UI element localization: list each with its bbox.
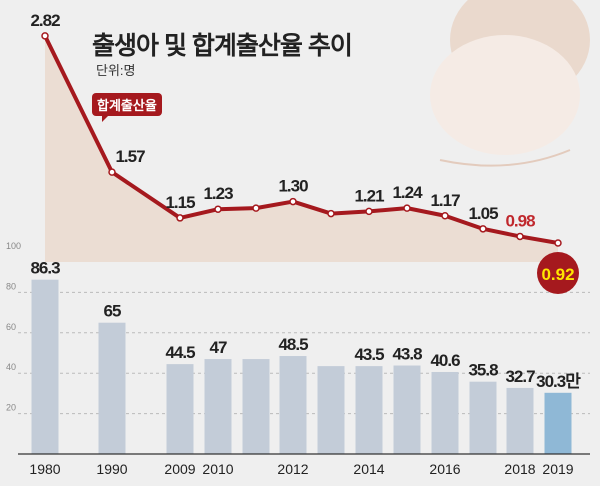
line-point xyxy=(108,168,116,176)
y-tick-label: 20 xyxy=(6,403,16,413)
x-tick-label: 1980 xyxy=(29,461,60,477)
bar-value-label: 43.5 xyxy=(354,345,384,364)
line-point xyxy=(214,205,222,213)
x-tick-label: 2010 xyxy=(202,461,233,477)
bar xyxy=(166,364,194,454)
line-point xyxy=(327,209,335,218)
line-value-label: 1.23 xyxy=(203,184,233,203)
bar xyxy=(279,356,307,454)
bar-value-label: 43.8 xyxy=(392,345,422,364)
x-tick-label: 2009 xyxy=(164,461,195,477)
bar xyxy=(204,359,232,454)
line-point xyxy=(252,204,260,212)
bar-value-label: 48.5 xyxy=(278,335,308,354)
bar-value-label: 32.7 xyxy=(505,367,535,386)
line-value-label: 1.05 xyxy=(468,204,498,223)
bar xyxy=(31,279,59,454)
line-value-label: 1.30 xyxy=(278,177,308,196)
bar xyxy=(317,366,345,454)
y-tick-label: 100 xyxy=(6,241,21,251)
bar-value-label: 65 xyxy=(104,302,121,321)
line-value-label: 1.57 xyxy=(115,147,145,166)
line-area xyxy=(45,35,558,263)
line-value-label: 1.15 xyxy=(165,193,195,212)
line-point xyxy=(176,214,184,222)
bar xyxy=(393,365,421,454)
line-point xyxy=(41,32,49,40)
bar xyxy=(98,322,126,454)
line-point xyxy=(365,207,373,216)
bar-value-label: 35.8 xyxy=(468,361,498,380)
line-point xyxy=(403,204,411,212)
x-tick-label: 2019 xyxy=(542,461,573,477)
line-value-label: 2.82 xyxy=(30,11,60,30)
bar xyxy=(544,392,572,454)
line-value-label: 0.92 xyxy=(541,265,574,284)
x-tick-label: 2014 xyxy=(353,461,384,477)
bar xyxy=(355,366,383,454)
line-point xyxy=(554,239,562,247)
bar-value-label: 30.3만 xyxy=(536,372,581,391)
line-point xyxy=(479,225,487,233)
highlight-badge xyxy=(537,252,579,294)
bar-value-label: 47 xyxy=(210,338,227,357)
bar xyxy=(431,371,459,454)
y-tick-label: 60 xyxy=(6,322,16,332)
bar xyxy=(469,381,497,454)
unit-label: 단위:명 xyxy=(96,63,136,78)
line-point xyxy=(516,232,524,241)
mother-illustration xyxy=(430,0,590,167)
y-tick-label: 80 xyxy=(6,281,16,291)
bar-value-label: 86.3 xyxy=(30,259,60,278)
x-tick-label: 2018 xyxy=(504,461,535,477)
chart-title: 출생아 및 합계출산율 추이 xyxy=(92,32,353,60)
bar xyxy=(506,387,534,454)
x-tick-label: 2016 xyxy=(429,461,460,477)
y-tick-label: 40 xyxy=(6,362,16,372)
bar-value-label: 40.6 xyxy=(430,351,460,370)
x-tick-label: 1990 xyxy=(96,461,127,477)
line-value-label: 1.21 xyxy=(354,186,384,205)
line-value-label: 0.98 xyxy=(505,211,535,230)
x-tick-label: 2012 xyxy=(277,461,308,477)
line-point xyxy=(441,212,449,220)
line-legend-bubble: 합계출산율 xyxy=(92,93,162,122)
line-point xyxy=(289,197,297,206)
bar-value-label: 44.5 xyxy=(165,343,195,362)
line-value-label: 1.17 xyxy=(430,191,460,210)
line-value-label: 1.24 xyxy=(392,183,423,202)
bar xyxy=(242,359,270,454)
